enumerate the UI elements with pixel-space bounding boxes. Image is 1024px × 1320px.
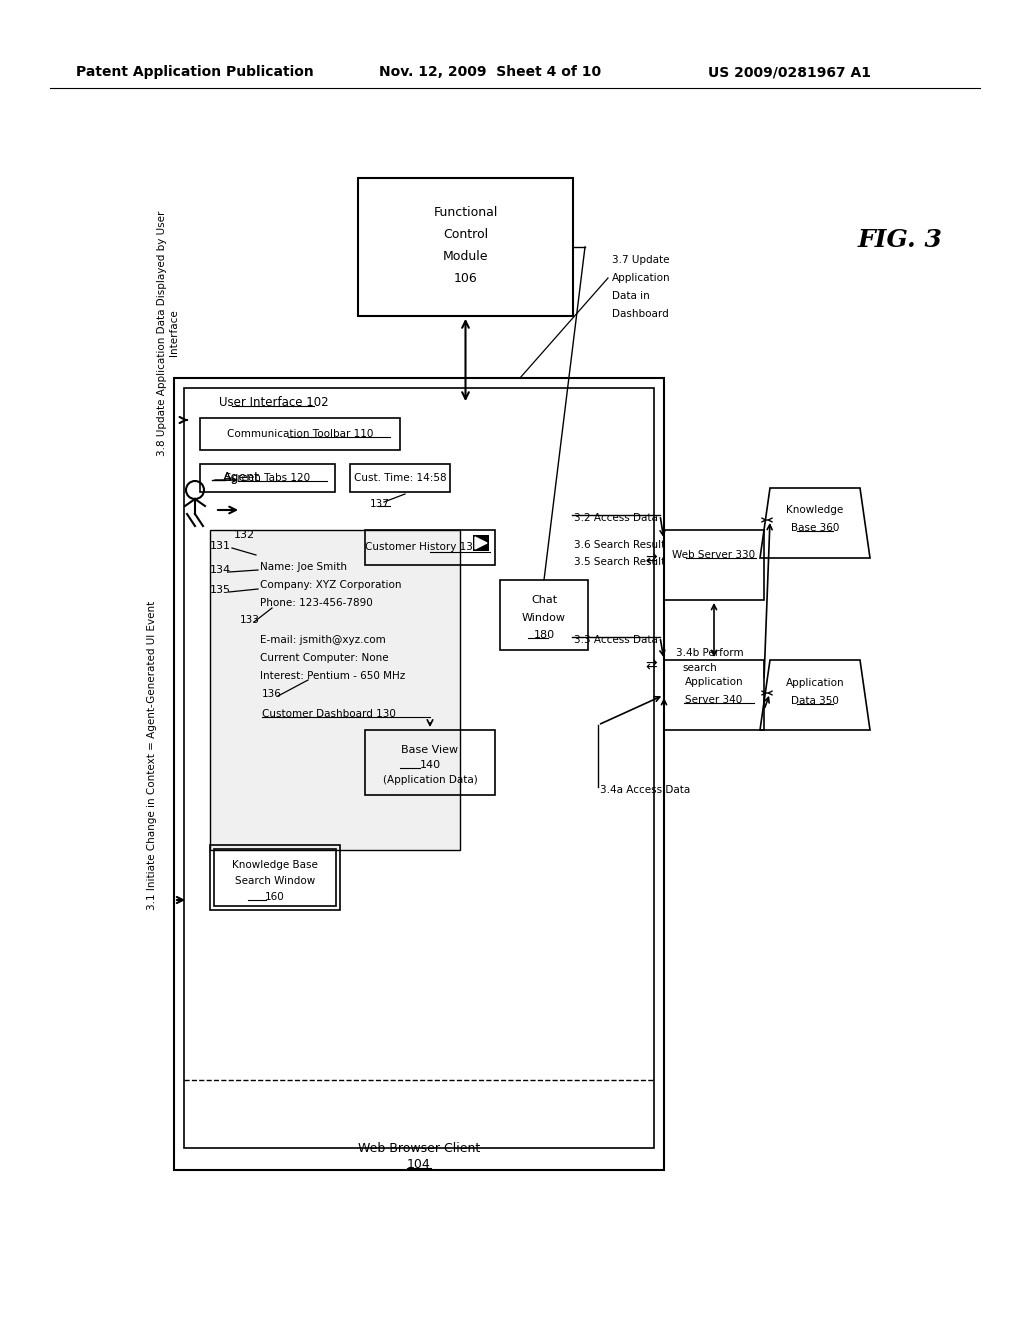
Polygon shape bbox=[475, 537, 487, 549]
Text: 135: 135 bbox=[210, 585, 230, 595]
Text: search: search bbox=[682, 663, 717, 673]
Text: Data 350: Data 350 bbox=[792, 696, 839, 706]
Text: 3.8 Update Application Data Displayed by User
Interface: 3.8 Update Application Data Displayed by… bbox=[158, 210, 179, 455]
Text: Screen Tabs 120: Screen Tabs 120 bbox=[225, 473, 310, 483]
Text: 180: 180 bbox=[534, 630, 555, 640]
Text: Dashboard: Dashboard bbox=[612, 309, 669, 319]
Text: 104: 104 bbox=[408, 1159, 431, 1172]
Text: (Application Data): (Application Data) bbox=[383, 775, 477, 785]
Text: Control: Control bbox=[443, 228, 488, 242]
Text: 3.3 Access Data: 3.3 Access Data bbox=[574, 635, 657, 645]
Text: Data in: Data in bbox=[612, 290, 650, 301]
Text: Application: Application bbox=[685, 677, 743, 686]
Text: Search Window: Search Window bbox=[234, 876, 315, 886]
Text: Knowledge: Knowledge bbox=[786, 506, 844, 515]
Text: 3.1 Initiate Change in Context = Agent-Generated UI Event: 3.1 Initiate Change in Context = Agent-G… bbox=[147, 601, 157, 909]
Text: Cust. Time: 14:58: Cust. Time: 14:58 bbox=[353, 473, 446, 483]
Text: Company: XYZ Corporation: Company: XYZ Corporation bbox=[260, 579, 401, 590]
Text: FIG. 3: FIG. 3 bbox=[857, 228, 942, 252]
Text: Phone: 123-456-7890: Phone: 123-456-7890 bbox=[260, 598, 373, 609]
Bar bbox=[473, 535, 489, 550]
Text: Knowledge Base: Knowledge Base bbox=[232, 861, 317, 870]
Text: Application: Application bbox=[785, 678, 845, 688]
Text: Base View: Base View bbox=[401, 744, 459, 755]
Bar bbox=[200, 418, 400, 450]
Bar bbox=[350, 465, 450, 492]
Text: ⇄: ⇄ bbox=[645, 552, 656, 566]
Text: Customer Dashboard 130: Customer Dashboard 130 bbox=[262, 709, 396, 719]
Text: 3.4b Perform: 3.4b Perform bbox=[676, 648, 743, 657]
Bar bbox=[184, 388, 654, 1148]
Text: Application: Application bbox=[612, 273, 671, 282]
Bar bbox=[365, 730, 495, 795]
Bar bbox=[664, 660, 764, 730]
Bar bbox=[664, 531, 764, 601]
Text: 136: 136 bbox=[262, 689, 282, 700]
Bar bbox=[365, 531, 495, 565]
Text: 134: 134 bbox=[210, 565, 230, 576]
Bar bbox=[210, 845, 340, 909]
Text: Nov. 12, 2009  Sheet 4 of 10: Nov. 12, 2009 Sheet 4 of 10 bbox=[379, 65, 601, 79]
Text: 140: 140 bbox=[420, 760, 440, 770]
Text: 131: 131 bbox=[210, 541, 230, 550]
Text: 133: 133 bbox=[240, 615, 260, 624]
Text: 160: 160 bbox=[265, 892, 285, 902]
Text: 3.6 Search Result: 3.6 Search Result bbox=[574, 540, 666, 550]
Text: Module: Module bbox=[442, 251, 488, 264]
Bar bbox=[210, 531, 460, 850]
Text: Communication Toolbar 110: Communication Toolbar 110 bbox=[226, 429, 373, 440]
Text: Web Browser Client: Web Browser Client bbox=[357, 1142, 480, 1155]
Bar bbox=[200, 465, 335, 492]
Text: E-mail: jsmith@xyz.com: E-mail: jsmith@xyz.com bbox=[260, 635, 386, 645]
Text: Current Computer: None: Current Computer: None bbox=[260, 653, 389, 663]
Text: 132: 132 bbox=[233, 531, 255, 540]
Text: 137: 137 bbox=[370, 499, 390, 510]
Text: Window: Window bbox=[522, 612, 566, 623]
Text: ⇄: ⇄ bbox=[645, 657, 656, 672]
Text: 3.7 Update: 3.7 Update bbox=[612, 255, 670, 265]
Text: 3.2 Access Data: 3.2 Access Data bbox=[574, 513, 657, 523]
Text: 106: 106 bbox=[454, 272, 477, 285]
Text: Name: Joe Smith: Name: Joe Smith bbox=[260, 562, 347, 572]
Text: 3.5 Search Result: 3.5 Search Result bbox=[574, 557, 666, 568]
Text: Server 340: Server 340 bbox=[685, 696, 742, 705]
Text: Base 360: Base 360 bbox=[791, 523, 840, 533]
Text: User Interface 102: User Interface 102 bbox=[219, 396, 329, 409]
Text: Patent Application Publication: Patent Application Publication bbox=[76, 65, 314, 79]
Bar bbox=[214, 849, 336, 906]
Text: Chat: Chat bbox=[530, 595, 557, 605]
Text: Interest: Pentium - 650 MHz: Interest: Pentium - 650 MHz bbox=[260, 671, 406, 681]
Bar bbox=[174, 378, 664, 1170]
Bar bbox=[358, 178, 573, 315]
Bar bbox=[500, 579, 588, 649]
Text: Functional: Functional bbox=[433, 206, 498, 219]
Text: 3.4a Access Data: 3.4a Access Data bbox=[600, 785, 690, 795]
Text: Agent: Agent bbox=[223, 471, 260, 484]
Text: Customer History 138: Customer History 138 bbox=[365, 543, 479, 553]
Text: US 2009/0281967 A1: US 2009/0281967 A1 bbox=[709, 65, 871, 79]
Text: Web Server 330: Web Server 330 bbox=[673, 550, 756, 560]
